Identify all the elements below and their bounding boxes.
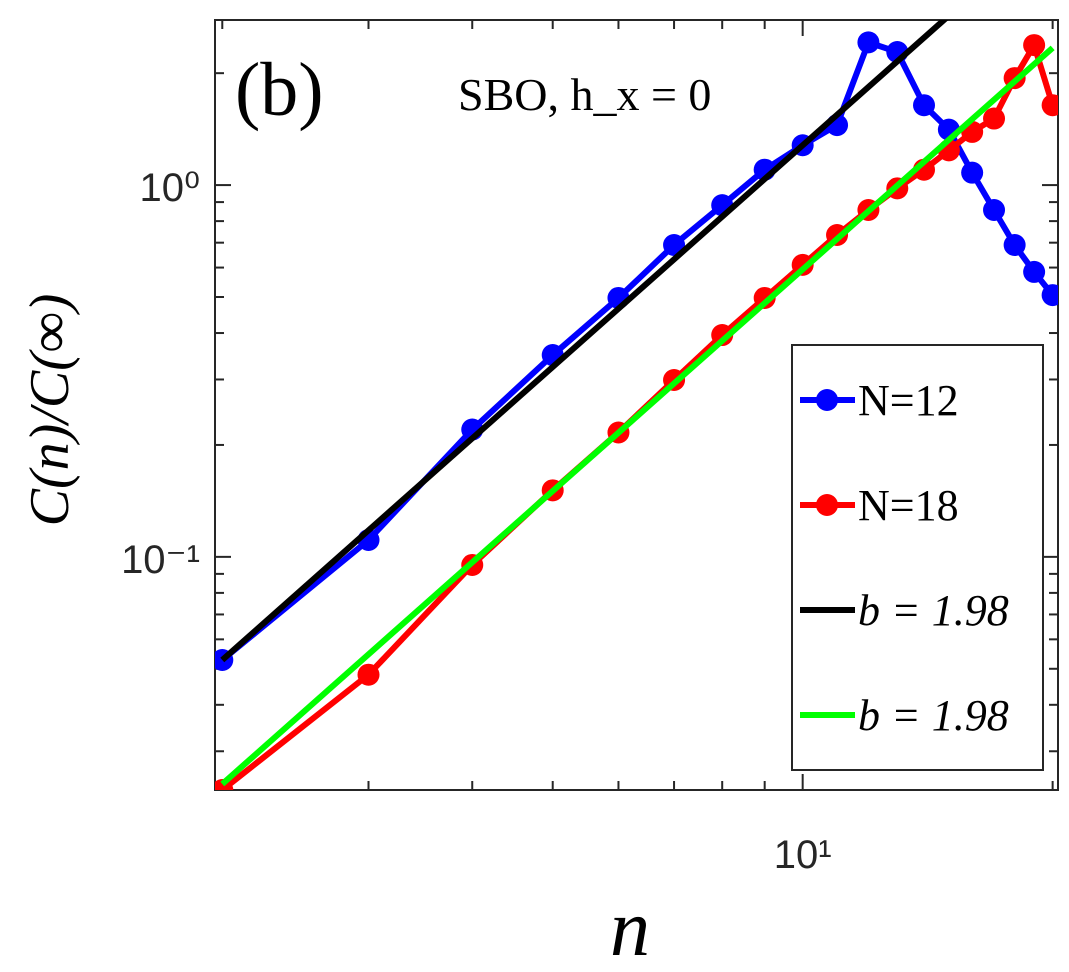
data-point	[857, 31, 880, 54]
panel-label: (b)	[235, 48, 324, 132]
x-tick-label: 10¹	[774, 833, 832, 877]
y-tick-label: 10⁰	[139, 166, 200, 210]
legend-label: b = 1.98	[858, 586, 1009, 635]
data-point	[1003, 233, 1026, 256]
data-point	[1041, 284, 1058, 307]
series-line	[220, 20, 949, 663]
data-point	[1023, 34, 1046, 57]
data-point	[711, 324, 734, 347]
x-axis-label: n	[610, 885, 650, 972]
y-axis-label: C(n)/C(∞)	[19, 294, 81, 527]
legend-label: N=12	[858, 376, 959, 425]
data-point	[753, 286, 776, 309]
data-point	[913, 94, 936, 117]
series-line	[220, 45, 1055, 787]
annotation: SBO, h_x = 0	[458, 69, 711, 120]
legend-label: b = 1.98	[858, 691, 1009, 740]
data-point	[1023, 260, 1046, 283]
data-point	[961, 161, 984, 184]
legend-marker	[816, 494, 838, 516]
legend-marker	[816, 389, 838, 411]
data-point	[1041, 94, 1058, 117]
data-point	[357, 663, 380, 686]
legend-box	[791, 344, 1044, 771]
data-point	[983, 199, 1006, 222]
data-point	[983, 107, 1006, 130]
y-tick-label: 10⁻¹	[121, 538, 200, 582]
legend-label: N=18	[858, 481, 959, 530]
